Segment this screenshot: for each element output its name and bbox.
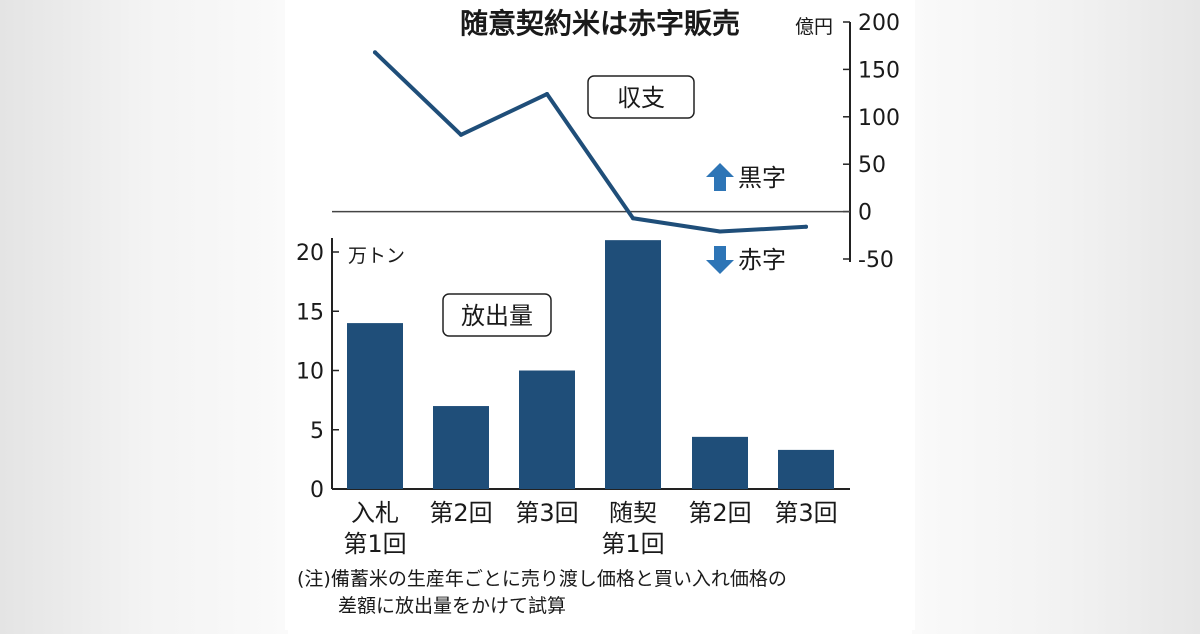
category-label: 第2回: [688, 499, 751, 527]
release-bar: [433, 406, 489, 489]
release-bar: [692, 436, 748, 489]
release-bar: [519, 370, 575, 489]
income-point: [545, 92, 549, 97]
category-label: 第3回: [515, 499, 578, 527]
surplus-label: 黒字: [738, 164, 786, 192]
arrow-up-icon: [706, 163, 734, 191]
income-point: [631, 216, 635, 221]
bar-y-unit: 万トン: [348, 245, 405, 267]
income-series-line: [373, 50, 808, 234]
income-point: [373, 50, 377, 55]
bar-y-tick-label: 5: [310, 419, 324, 444]
category-label: 入札: [351, 499, 399, 527]
release-panel-label-box: [442, 293, 552, 337]
chart-title: 随意契約米は赤字販売: [460, 7, 740, 40]
line-y-tick-label: 150: [858, 58, 900, 83]
income-point: [459, 132, 463, 137]
line-y-tick-label: -50: [858, 248, 894, 273]
income-point: [804, 224, 808, 229]
release-bar: [605, 240, 661, 489]
income-point: [718, 229, 722, 234]
income-panel-label: 収支: [617, 84, 665, 112]
release-bar: [778, 449, 834, 489]
category-label: 第2回: [429, 499, 492, 527]
deficit-label: 赤字: [738, 246, 786, 274]
bar-y-tick-label: 0: [310, 478, 324, 503]
release-bar: [347, 323, 403, 489]
line-y-tick-label: 50: [858, 153, 886, 178]
income-panel-label-box: [587, 75, 695, 119]
category-label: 第1回: [601, 530, 664, 558]
release-panel-label: 放出量: [461, 302, 533, 330]
line-y-tick-label: 200: [858, 11, 900, 36]
bar-y-tick-label: 15: [296, 300, 324, 325]
category-label: 第1回: [343, 530, 406, 558]
category-label: 随契: [609, 499, 657, 527]
note-line-1: (注)備蓄米の生産年ごとに売り渡し価格と買い入れ価格の: [297, 568, 787, 590]
line-y-unit: 億円: [795, 16, 833, 38]
category-label: 第3回: [774, 499, 837, 527]
line-y-tick-label: 100: [858, 106, 900, 131]
line-y-tick-label: 0: [858, 201, 872, 226]
bar-y-tick-label: 20: [296, 241, 324, 266]
note-line-2: 差額に放出量をかけて試算: [338, 595, 566, 617]
arrow-down-icon: [706, 246, 734, 274]
bar-y-tick-label: 10: [296, 360, 324, 385]
